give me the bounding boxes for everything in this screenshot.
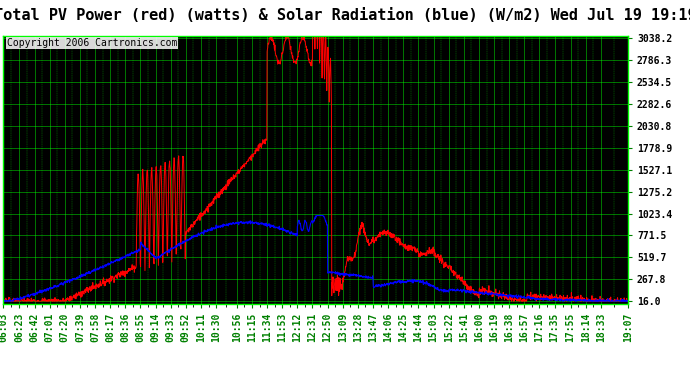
Text: Copyright 2006 Cartronics.com: Copyright 2006 Cartronics.com bbox=[7, 38, 177, 48]
Text: Total PV Power (red) (watts) & Solar Radiation (blue) (W/m2) Wed Jul 19 19:19: Total PV Power (red) (watts) & Solar Rad… bbox=[0, 9, 690, 23]
